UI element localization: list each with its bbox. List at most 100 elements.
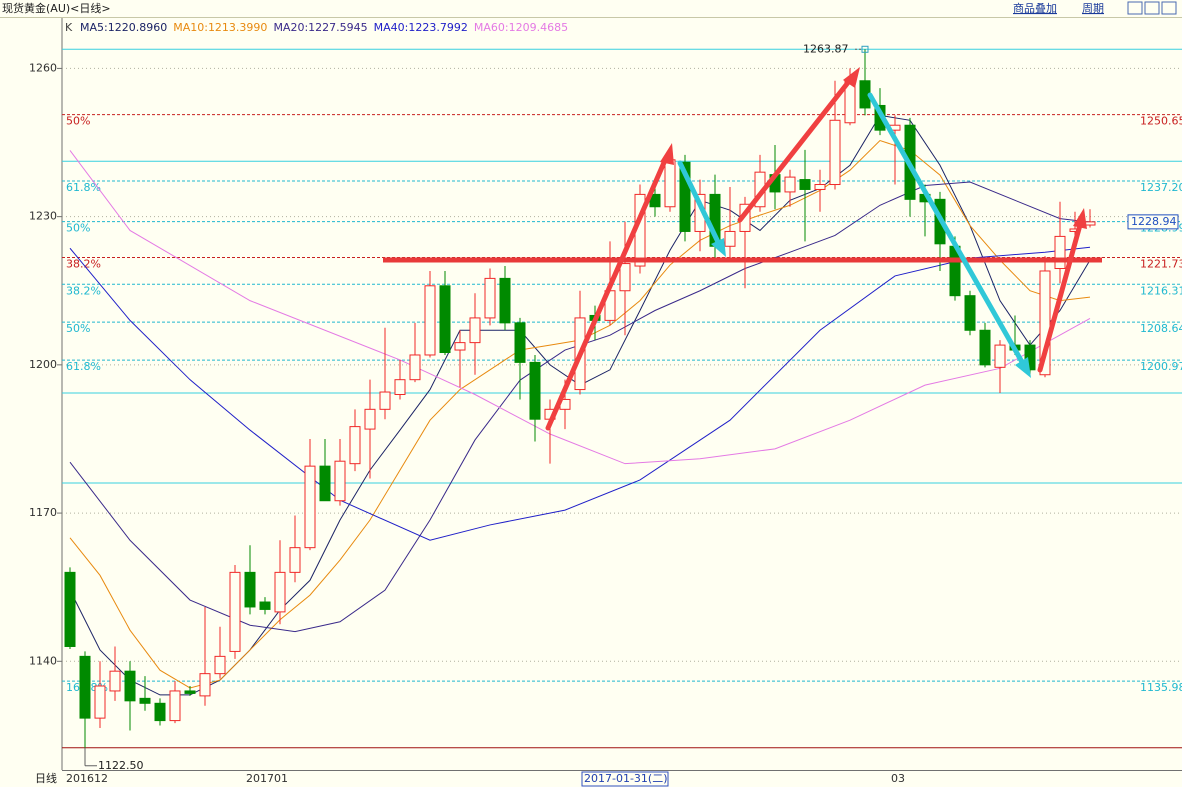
candle-body: [664, 159, 676, 208]
candle-body: [829, 119, 841, 186]
candle-body: [214, 655, 226, 675]
low-label: 1122.50: [98, 759, 144, 772]
last-price-box: [1127, 214, 1179, 230]
candle-body: [124, 670, 136, 702]
legend-entry: MA10:1213.3990: [173, 21, 267, 34]
y-tick-label: 1200: [29, 358, 57, 371]
candle-body: [154, 702, 166, 722]
high-marker: [861, 45, 869, 53]
candle-body: [784, 176, 796, 193]
up-arrow: [545, 155, 669, 431]
candle-body: [724, 230, 736, 247]
candle-body: [229, 571, 241, 652]
ma-line: [69, 181, 1091, 633]
period-label: 日线: [35, 771, 57, 785]
candle-body: [334, 460, 346, 502]
candle-body: [799, 179, 811, 190]
level-label: 1250.65: [1140, 115, 1182, 128]
level-label: 1135.98: [1140, 681, 1182, 694]
y-tick-label: 1260: [29, 61, 57, 74]
last-price: 1228.94: [1131, 215, 1177, 228]
candle-body: [439, 285, 451, 354]
cursor-box: [581, 771, 669, 787]
candle-body: [979, 329, 991, 366]
arrow-head: [1073, 208, 1087, 229]
arrow-head: [711, 238, 726, 257]
candle-body: [409, 354, 421, 381]
nav-icons[interactable]: [1127, 1, 1177, 15]
window-title: 现货黄金(AU)<日线>: [2, 1, 111, 15]
level-label: 1208.64: [1140, 322, 1182, 335]
level-label: 1237.20: [1140, 181, 1182, 194]
down-arrow: [677, 160, 721, 245]
overlay-button[interactable]: 商品叠加: [1013, 1, 1057, 15]
up-arrow: [737, 77, 853, 223]
down-arrow: [867, 92, 1025, 365]
candle-body: [454, 342, 466, 351]
candle-body: [79, 655, 91, 719]
candle-body: [1084, 221, 1096, 226]
y-tick-label: 1170: [29, 506, 57, 519]
candle-body: [304, 465, 316, 549]
candle-body: [319, 465, 331, 502]
icon-left[interactable]: [1127, 1, 1143, 15]
candle-body: [514, 322, 526, 363]
candle-body: [274, 571, 286, 613]
fib-label: 38.2%: [66, 284, 101, 297]
ma-line: [69, 246, 1091, 541]
ma-line: [69, 150, 1091, 465]
fib-label: 50%: [66, 115, 90, 128]
candle-body: [289, 547, 301, 573]
fib-label: 61.8%: [66, 360, 101, 373]
candle-body: [364, 408, 376, 430]
candle-body: [139, 697, 151, 704]
candle-body: [394, 379, 406, 396]
candle-body: [244, 571, 256, 608]
candle-body: [1024, 344, 1036, 371]
arrow-head: [1015, 357, 1031, 378]
candle-body: [619, 263, 631, 292]
candle-body: [964, 295, 976, 331]
candle-body: [424, 285, 436, 356]
x-tick-label: 201612: [66, 772, 108, 785]
candle-body: [814, 184, 826, 190]
x-tick-label: 201701: [246, 772, 288, 785]
level-label: 1200.97: [1140, 360, 1182, 373]
fib-label: 50%: [66, 322, 90, 335]
legend-entry: MA40:1223.7992: [374, 21, 468, 34]
fib-label: 61.8%: [66, 181, 101, 194]
icon-window[interactable]: [1161, 1, 1177, 15]
fib-label: 50%: [66, 222, 90, 235]
high-label: 1263.87: [803, 42, 849, 55]
level-label: 1221.73: [1140, 257, 1182, 270]
candle-body: [64, 571, 76, 647]
level-label: 1216.31: [1140, 284, 1182, 297]
candle-body: [94, 685, 106, 719]
candle-body: [469, 317, 481, 344]
arrow-head: [660, 143, 674, 165]
legend-entry: MA5:1220.8960: [80, 21, 167, 34]
x-tick-label: 03: [891, 772, 905, 785]
cursor-label: 2017-01-31(二): [584, 772, 668, 785]
trend-arrows: [545, 67, 1087, 431]
period-button[interactable]: 周期: [1082, 2, 1104, 15]
candle-body: [1054, 235, 1066, 270]
arrow-head: [843, 67, 860, 88]
candle-body: [529, 361, 541, 420]
candle-body: [499, 277, 511, 324]
candle-body: [184, 690, 196, 694]
y-tick-label: 1230: [29, 210, 57, 223]
candle-body: [259, 601, 271, 610]
candle-body: [679, 161, 691, 232]
legend-entry: MA60:1209.4685: [474, 21, 568, 34]
candle-body: [349, 426, 361, 465]
up-arrow: [1037, 222, 1083, 373]
candle-body: [109, 670, 121, 692]
icon-right[interactable]: [1144, 1, 1160, 15]
chart-title: K: [65, 21, 73, 34]
y-tick-label: 1140: [29, 654, 57, 667]
candle-body: [484, 277, 496, 319]
candle-body: [379, 391, 391, 410]
legend-entry: MA20:1227.5945: [273, 21, 367, 34]
